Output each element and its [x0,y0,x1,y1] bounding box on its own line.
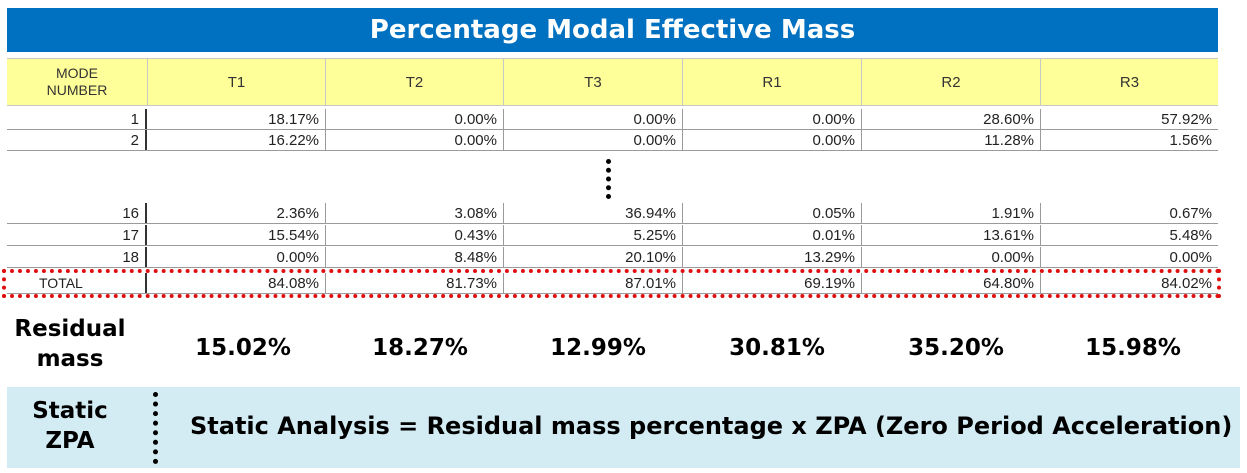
value-cell: 0.00% [276,248,319,266]
column-header-t1: T1 [147,59,325,105]
total-highlight-box [2,269,1221,298]
residual-value-r3: 15.98% [1085,335,1181,361]
value-cell: 18.17% [268,110,319,128]
mode-number-cell: 18 [7,247,147,267]
value-cell: 13.29% [682,247,861,267]
static-zpa-label: Static ZPA [32,398,108,454]
value-cell: 0.43% [325,225,503,245]
value-cell: 0.67% [1040,203,1218,223]
table-title: Percentage Modal Effective Mass [7,8,1218,52]
total-row: TOTAL 84.08% 81.73% 87.01% 69.19% 64.80%… [7,273,1218,294]
value-cell: 20.10% [503,247,682,267]
value-cell: 0.00% [325,109,503,129]
column-header-r3: R3 [1040,59,1218,105]
value-cell: 1.91% [861,203,1040,223]
mode-number-header: MODE NUMBER [7,59,147,105]
mode-number-cell: 16 [7,203,147,223]
value-cell: 16.22% [268,131,319,149]
mode-number-cell: 2 [7,130,147,150]
value-cell: 8.48% [325,247,503,267]
value-cell: 0.00% [682,130,861,150]
mode-number-header-text: MODE NUMBER [46,65,108,98]
value-cell: 0.00% [325,130,503,150]
value-cell: 3.08% [325,203,503,223]
value-cell: 0.00% [503,130,682,150]
value-cell: 11.28% [861,130,1040,150]
table-row: 17 15.54% 0.43% 5.25% 0.01% 13.61% 5.48% [7,225,1218,246]
column-header-r2: R2 [861,59,1040,105]
residual-value-r1: 30.81% [729,335,825,361]
residual-value-t1: 15.02% [195,335,291,361]
value-cell: 0.00% [682,109,861,129]
value-cell: 5.25% [503,225,682,245]
static-analysis-formula: Static Analysis = Residual mass percenta… [190,412,1233,440]
residual-value-r2: 35.20% [908,335,1004,361]
value-cell: 0.05% [682,203,861,223]
mode-number-cell: 1 [7,109,147,129]
residual-value-t2: 18.27% [372,335,468,361]
static-zpa-band [7,387,1240,468]
column-header-r1: R1 [682,59,861,105]
value-cell: 0.00% [861,247,1040,267]
value-cell: 15.54% [268,226,319,244]
value-cell: 1.56% [1040,130,1218,150]
total-value-cell: 84.02% [1040,273,1218,293]
table-row: 1 18.17% 0.00% 0.00% 0.00% 28.60% 57.92% [7,109,1218,130]
value-cell: 2.36% [276,204,319,222]
value-cell: 36.94% [503,203,682,223]
value-cell: 0.00% [503,109,682,129]
value-cell: 0.01% [682,225,861,245]
total-label: TOTAL [7,273,147,293]
total-value-cell: 84.08% [268,274,319,292]
zpa-vertical-ellipsis [153,392,159,464]
value-cell: 13.61% [861,225,1040,245]
total-value-cell: 81.73% [325,273,503,293]
mode-number-cell: 17 [7,225,147,245]
total-value-cell: 64.80% [861,273,1040,293]
value-cell: 28.60% [861,109,1040,129]
column-header-t3: T3 [503,59,682,105]
table-row: 2 16.22% 0.00% 0.00% 0.00% 11.28% 1.56% [7,130,1218,151]
value-cell: 0.00% [1040,247,1218,267]
residual-mass-label: Residual mass [14,316,126,372]
column-header-t2: T2 [325,59,503,105]
table-header-row: MODE NUMBER T1 T2 T3 R1 R2 R3 [7,58,1218,106]
total-value-cell: 87.01% [503,273,682,293]
vertical-ellipsis [606,159,612,199]
table-row: 16 2.36% 3.08% 36.94% 0.05% 1.91% 0.67% [7,203,1218,224]
residual-value-t3: 12.99% [550,335,646,361]
value-cell: 5.48% [1040,225,1218,245]
total-value-cell: 69.19% [682,273,861,293]
value-cell: 57.92% [1040,109,1218,129]
table-row: 18 0.00% 8.48% 20.10% 13.29% 0.00% 0.00% [7,247,1218,268]
